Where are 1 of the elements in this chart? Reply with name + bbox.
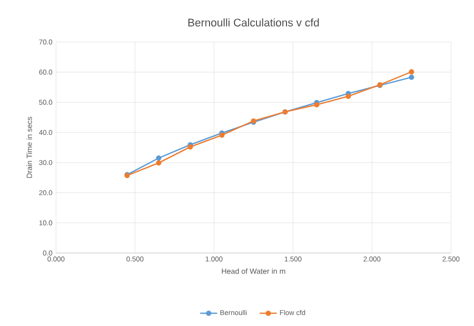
chart-title: Bernoulli Calculations v cfd (188, 18, 319, 26)
